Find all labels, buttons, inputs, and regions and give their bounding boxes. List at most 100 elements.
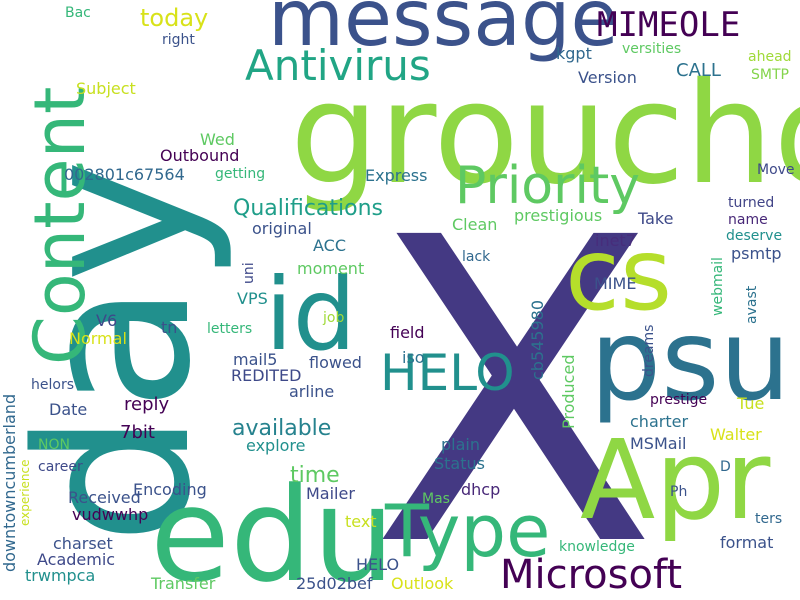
- word-vudwwhp: vudwwhp: [72, 505, 149, 524]
- word-clean: Clean: [452, 215, 498, 234]
- word-acc: ACC: [313, 236, 347, 255]
- word-type: Type: [385, 489, 551, 573]
- word-cs: cs: [565, 216, 673, 333]
- word-received: Received: [68, 488, 141, 507]
- word-psu: psu: [590, 296, 791, 426]
- word-wed: Wed: [200, 130, 235, 149]
- word-encoding: Encoding: [133, 480, 207, 499]
- word-experience: experience: [18, 459, 32, 526]
- word-prestigious: prestigious: [514, 206, 603, 225]
- word-redited: REDITED: [231, 366, 302, 385]
- word-msmail: MSMail: [630, 434, 687, 453]
- word-webmail: webmail: [710, 257, 726, 316]
- word-job: job: [323, 310, 345, 326]
- word-moment: moment: [297, 259, 365, 278]
- word-25d02bef: 25d02bef: [296, 574, 373, 593]
- word-7bit: 7bit: [120, 422, 155, 443]
- word-mail5: mail5: [233, 350, 278, 369]
- word-helo-big: HELO: [380, 344, 515, 402]
- word-smtp: SMTP: [751, 67, 789, 83]
- word-call: CALL: [676, 60, 721, 81]
- word-time: time: [290, 463, 340, 488]
- word-kgpt: kgpt: [556, 44, 592, 63]
- word-academic: Academic: [37, 550, 116, 569]
- word-turned: turned: [728, 195, 775, 211]
- word-antivirus: Antivirus: [245, 41, 431, 90]
- word-arline: arline: [289, 382, 335, 401]
- word-career: career: [38, 459, 83, 475]
- word-002801: 002801c67564: [64, 165, 185, 184]
- word-walter: Walter: [710, 425, 762, 444]
- word-psmtp: psmtp: [731, 244, 782, 263]
- word-outbound: Outbound: [160, 146, 240, 165]
- word-getting: getting: [215, 166, 266, 182]
- word-mime: MIME: [594, 274, 637, 293]
- word-vps: VPS: [237, 289, 268, 308]
- word-reply: reply: [124, 394, 170, 415]
- word-d: D: [720, 459, 731, 475]
- word-qualifications: Qualifications: [233, 196, 384, 221]
- word-x: X: [370, 150, 658, 600]
- word-deserve: deserve: [726, 228, 783, 244]
- word-outlook: Outlook: [391, 574, 454, 593]
- word-versities: versities: [622, 41, 682, 57]
- word-lack: lack: [462, 249, 491, 265]
- word-groucho: groucho: [290, 53, 800, 216]
- word-inet7: inet7: [595, 231, 636, 250]
- word-name: name: [728, 212, 768, 228]
- word-flowed: flowed: [309, 353, 362, 372]
- word-explore: explore: [246, 436, 306, 455]
- word-microsoft: Microsoft: [500, 552, 683, 598]
- word-charter: charter: [630, 412, 689, 431]
- word-iso: iso: [402, 348, 425, 367]
- word-helors: helors: [31, 377, 74, 393]
- word-downtown: downtowncumberland: [0, 393, 19, 572]
- word-message: message: [268, 0, 619, 64]
- word-date: Date: [49, 400, 88, 419]
- word-avast: avast: [744, 285, 760, 324]
- word-charset: charset: [53, 534, 113, 553]
- word-tue: Tue: [737, 394, 765, 413]
- word-take: Take: [638, 209, 674, 228]
- word-subject: Subject: [76, 79, 136, 98]
- word-v6: V6: [96, 311, 118, 330]
- word-content: Content: [19, 86, 101, 365]
- word-bac: Bac: [65, 5, 91, 21]
- word-mailer: Mailer: [306, 484, 355, 503]
- word-available: available: [232, 416, 332, 441]
- word-non: NON: [38, 437, 70, 453]
- word-today: today: [140, 4, 209, 32]
- word-mimeole: MIMEOLE: [597, 5, 741, 45]
- word-normal: Normal: [69, 329, 127, 348]
- word-id: id: [265, 256, 357, 373]
- word-move: Move: [757, 162, 795, 178]
- word-mas: Mas: [422, 491, 450, 507]
- word-version: Version: [578, 68, 637, 87]
- word-helo-small: HELO: [356, 555, 400, 574]
- word-produced: Produced: [559, 354, 578, 429]
- word-transfer: Transfer: [151, 574, 216, 593]
- word-ph: Ph: [670, 484, 688, 500]
- word-trwmpca: trwmpca: [25, 566, 96, 585]
- word-uni: uni: [241, 262, 257, 284]
- word-right: right: [162, 32, 195, 48]
- word-dreams: dreams: [641, 324, 657, 377]
- word-plain: plain: [441, 435, 480, 454]
- word-edu: edu: [150, 459, 395, 600]
- word-ters: ters: [755, 511, 783, 527]
- word-status: Status: [434, 454, 485, 473]
- word-field: field: [390, 323, 425, 342]
- word-letters: letters: [207, 321, 253, 337]
- word-knowledge: knowledge: [559, 539, 635, 555]
- word-tn: tn: [161, 318, 178, 337]
- word-cb545980: cb545980: [528, 299, 547, 380]
- word-dhcp: dhcp: [461, 480, 501, 499]
- word-prestige: prestige: [650, 392, 708, 408]
- word-express: Express: [365, 166, 428, 185]
- word-priority: Priority: [455, 156, 641, 216]
- word-original: original: [252, 219, 312, 238]
- word-text: text: [345, 512, 377, 531]
- word-format: format: [720, 533, 774, 552]
- word-apr: Apr: [580, 416, 771, 544]
